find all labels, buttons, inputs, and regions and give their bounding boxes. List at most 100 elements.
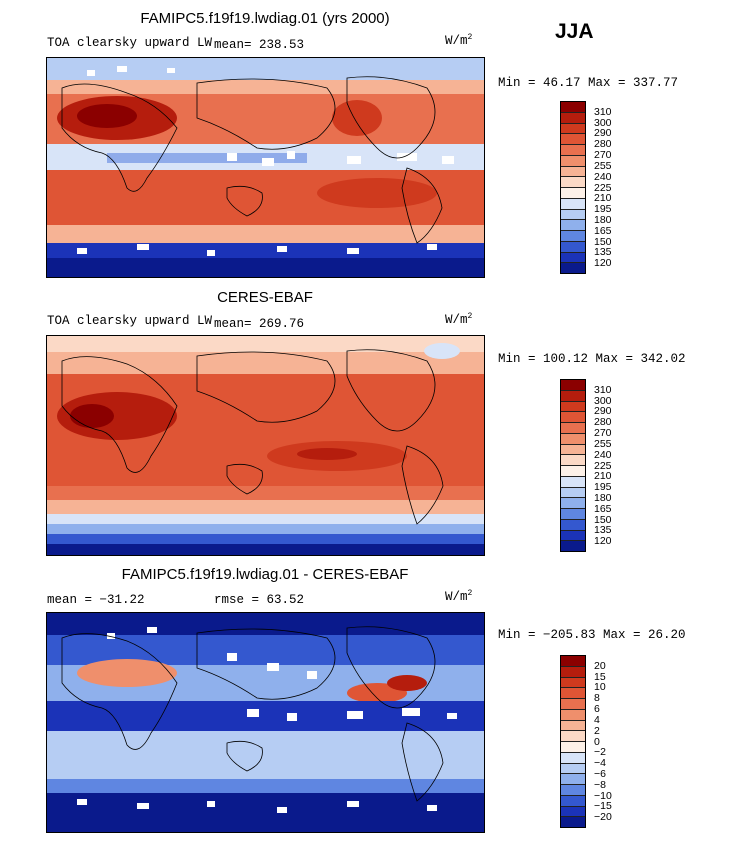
colorbar-cell bbox=[561, 166, 585, 178]
colorbar-cell bbox=[561, 209, 585, 221]
colorbar-label: 280 bbox=[594, 416, 612, 429]
colorbar-cell bbox=[561, 220, 585, 231]
colorbar-cell bbox=[561, 145, 585, 156]
colorbar-label: 135 bbox=[594, 524, 612, 537]
colorbar-label: 135 bbox=[594, 246, 612, 259]
colorbar-label: 240 bbox=[594, 170, 612, 183]
colorbar-cell bbox=[561, 380, 585, 391]
colorbar-label: 225 bbox=[594, 459, 612, 472]
panel1-title: FAMIPC5.f19f19.lwdiag.01 (yrs 2000) bbox=[140, 10, 390, 27]
colorbar-label: 210 bbox=[594, 192, 612, 205]
colorbar-label: 180 bbox=[594, 213, 612, 226]
colorbar-cell bbox=[561, 231, 585, 242]
panel2-coastlines bbox=[61, 349, 444, 525]
colorbar-cell bbox=[561, 102, 585, 113]
colorbar-cell bbox=[561, 541, 585, 551]
panel2-variable: TOA clearsky upward LW bbox=[47, 314, 213, 328]
colorbar-cell bbox=[561, 455, 585, 466]
panel1-map bbox=[46, 57, 485, 278]
panel3-title: FAMIPC5.f19f19.lwdiag.01 - CERES-EBAF bbox=[121, 566, 409, 583]
colorbar-label: 280 bbox=[594, 138, 612, 151]
colorbar-cell bbox=[561, 134, 585, 145]
panel1-coastlines bbox=[61, 76, 443, 244]
colorbar-cell bbox=[561, 412, 585, 423]
colorbar-label: 270 bbox=[594, 149, 612, 162]
panel3-rmse: rmse = 63.52 bbox=[214, 593, 305, 607]
colorbar-label: 210 bbox=[594, 470, 612, 483]
colorbar-label: −6 bbox=[594, 767, 606, 780]
colorbar-cell bbox=[561, 466, 585, 477]
panel3-map-svg bbox=[47, 613, 484, 832]
colorbar-cell bbox=[561, 155, 585, 167]
panel2-title: CERES-EBAF bbox=[217, 289, 313, 306]
colorbar-label: 6 bbox=[594, 703, 600, 716]
panel3-minmax: Min = −205.83 Max = 26.20 bbox=[498, 628, 686, 642]
colorbar-cell bbox=[561, 188, 585, 199]
colorbar-cell bbox=[561, 498, 585, 509]
panel1-colorbar bbox=[560, 101, 586, 274]
colorbar-cell bbox=[561, 709, 585, 721]
colorbar-label: −2 bbox=[594, 746, 606, 759]
colorbar-label: 120 bbox=[594, 535, 612, 548]
colorbar-cell bbox=[561, 487, 585, 499]
colorbar-label: 270 bbox=[594, 427, 612, 440]
colorbar-cell bbox=[561, 123, 585, 135]
colorbar-label: 255 bbox=[594, 437, 612, 450]
colorbar-cell bbox=[561, 519, 585, 531]
colorbar-cell bbox=[561, 785, 585, 796]
colorbar-cell bbox=[561, 742, 585, 753]
colorbar-cell bbox=[561, 699, 585, 710]
panel3-units: W/m2 bbox=[445, 589, 473, 605]
colorbar-cell bbox=[561, 390, 585, 402]
colorbar-cell bbox=[561, 444, 585, 456]
colorbar-cell bbox=[561, 677, 585, 689]
panel3-colorbar bbox=[560, 655, 586, 828]
colorbar-cell bbox=[561, 530, 585, 542]
colorbar-cell bbox=[561, 401, 585, 413]
colorbar-label: 20 bbox=[594, 659, 606, 672]
colorbar-cell bbox=[561, 806, 585, 818]
panel1-map-svg bbox=[47, 58, 484, 277]
colorbar-cell bbox=[561, 656, 585, 667]
colorbar-label: 165 bbox=[594, 224, 612, 237]
colorbar-cell bbox=[561, 509, 585, 520]
colorbar-label: 180 bbox=[594, 491, 612, 504]
season-label: JJA bbox=[555, 20, 594, 43]
panel1-minmax: Min = 46.17 Max = 337.77 bbox=[498, 76, 679, 90]
colorbar-cell bbox=[561, 731, 585, 742]
colorbar-label: −20 bbox=[594, 811, 612, 824]
colorbar-cell bbox=[561, 752, 585, 764]
colorbar-label: −15 bbox=[594, 800, 612, 813]
panel2-minmax: Min = 100.12 Max = 342.02 bbox=[498, 352, 686, 366]
colorbar-cell bbox=[561, 433, 585, 445]
panel2-colorbar bbox=[560, 379, 586, 552]
panel3-coastlines bbox=[61, 626, 444, 802]
colorbar-label: 8 bbox=[594, 692, 600, 705]
panel1-units: W/m2 bbox=[445, 33, 473, 49]
colorbar-label: 165 bbox=[594, 502, 612, 515]
colorbar-label: 310 bbox=[594, 105, 612, 118]
colorbar-label: 10 bbox=[594, 681, 606, 694]
colorbar-label: 290 bbox=[594, 405, 612, 418]
colorbar-label: 15 bbox=[594, 670, 606, 683]
colorbar-cell bbox=[561, 241, 585, 253]
colorbar-cell bbox=[561, 177, 585, 188]
colorbar-cell bbox=[561, 476, 585, 488]
panel3-map bbox=[46, 612, 485, 833]
colorbar-cell bbox=[561, 263, 585, 273]
colorbar-cell bbox=[561, 252, 585, 264]
panel2-units: W/m2 bbox=[445, 312, 473, 328]
colorbar-cell bbox=[561, 774, 585, 785]
colorbar-cell bbox=[561, 720, 585, 732]
colorbar-cell bbox=[561, 198, 585, 210]
colorbar-cell bbox=[561, 666, 585, 678]
colorbar-label: −4 bbox=[594, 757, 606, 770]
colorbar-cell bbox=[561, 423, 585, 434]
panel2-map bbox=[46, 335, 485, 556]
colorbar-cell bbox=[561, 795, 585, 807]
panel3-mean: mean = −31.22 bbox=[47, 593, 145, 607]
colorbar-label: 225 bbox=[594, 181, 612, 194]
colorbar-label: 240 bbox=[594, 448, 612, 461]
colorbar-label: 120 bbox=[594, 257, 612, 270]
colorbar-cell bbox=[561, 817, 585, 827]
